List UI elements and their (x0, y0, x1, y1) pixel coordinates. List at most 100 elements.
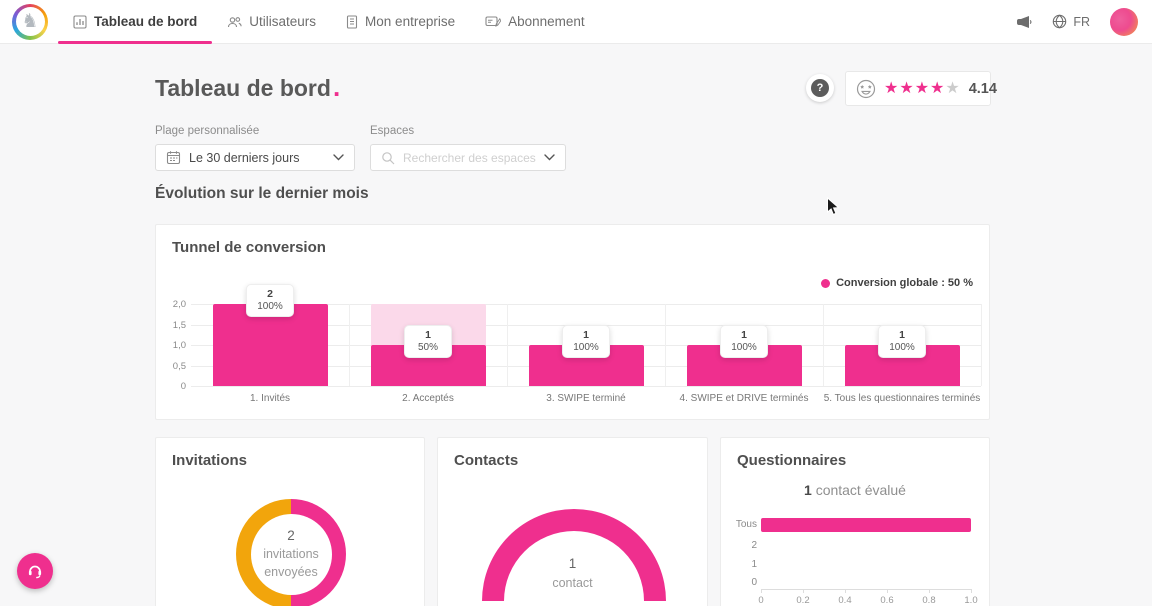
star-icon: ★ (899, 79, 915, 97)
tab-label: Tableau de bord (94, 14, 198, 29)
x-axis-tick-label: 0 (758, 595, 764, 606)
active-tab-underline (58, 40, 213, 44)
tooltip-value: 1 (899, 329, 905, 341)
chevron-down-icon (544, 154, 555, 161)
funnel-card: Tunnel de conversion Conversion globale … (155, 224, 990, 420)
x-axis-tick-label: 0.8 (922, 595, 936, 606)
legend-label: Conversion globale : 50 % (836, 277, 973, 289)
axis-tick (845, 589, 846, 593)
star-icon: ★ (945, 79, 961, 97)
spaces-filter: Espaces (370, 125, 566, 171)
x-axis-tick-label: 0.4 (838, 595, 852, 606)
page-title: Tableau de bord. (155, 72, 341, 102)
funnel-bar-tooltip: 1 100% (562, 325, 610, 358)
questionnaires-card: Questionnaires 1 contact évalué Tous 2 1 0 0… (720, 437, 990, 606)
grid-line (823, 304, 824, 386)
gauge-center-value: 1 (568, 556, 577, 571)
donut-center: 2 invitations envoyées (250, 513, 332, 595)
x-axis-category-label: 3. SWIPE terminé (546, 393, 626, 404)
language-code: FR (1073, 14, 1090, 29)
contacts-gauge-chart[interactable] (438, 438, 709, 606)
grid-line (191, 304, 981, 305)
y-axis-tick-label: 0 (180, 381, 186, 392)
company-icon (346, 14, 358, 29)
funnel-bar-tooltip: 1 100% (720, 325, 768, 358)
funnel-bar-tooltip: 2 100% (246, 284, 294, 317)
tooltip-percent: 100% (731, 342, 757, 353)
users-icon (227, 15, 242, 29)
funnel-bar[interactable] (212, 304, 328, 386)
globe-icon (1052, 14, 1067, 29)
tab-dashboard[interactable]: Tableau de bord (58, 0, 213, 44)
funnel-bar-tooltip: 1 50% (404, 325, 452, 358)
title-accent-dot: . (332, 72, 341, 102)
tab-users[interactable]: Utilisateurs (212, 0, 331, 44)
y-axis-tick-label: 2 (751, 540, 757, 551)
search-icon (381, 151, 395, 165)
rating-stars: ★ ★ ★ ★ ★ (884, 79, 961, 97)
app-logo[interactable]: ♞ (12, 3, 48, 40)
section-title: Évolution sur le dernier mois (155, 185, 369, 202)
user-avatar[interactable] (1110, 7, 1138, 36)
tooltip-value: 2 (267, 288, 273, 300)
questionnaire-bar[interactable] (761, 518, 971, 532)
spaces-select[interactable] (370, 144, 566, 171)
invitations-donut-chart[interactable]: 2 invitations envoyées (236, 499, 346, 606)
date-range-label: Plage personnalisée (155, 125, 260, 137)
funnel-legend: Conversion globale : 50 % (821, 277, 973, 289)
headset-icon (26, 562, 44, 580)
help-button[interactable]: ? (806, 74, 834, 102)
tooltip-percent: 50% (417, 342, 438, 353)
grid-line (507, 304, 508, 386)
x-axis-category-label: 2. Acceptés (402, 393, 454, 404)
x-axis-line (761, 589, 971, 590)
star-icon: ★ (914, 79, 931, 97)
tooltip-value: 1 (583, 329, 589, 341)
tooltip-percent: 100% (257, 301, 283, 312)
rating-badge[interactable]: ★ ★ ★ ★ ★ 4.14 (845, 71, 997, 106)
questionnaires-plot: Tous 2 1 0 0 0.2 0.4 0.6 0.8 1.0 (721, 438, 989, 606)
x-axis-category-label: 5. Tous les questionnaires terminés (823, 393, 981, 404)
tooltip-value: 1 (741, 329, 747, 341)
grid-line (349, 304, 350, 386)
contacts-card: Contacts 1 contact (437, 437, 708, 606)
navbar-right-actions: FR (1016, 7, 1138, 36)
tab-subscription[interactable]: Abonnement (470, 0, 600, 44)
axis-tick (887, 589, 888, 593)
spaces-search-input[interactable] (403, 150, 536, 165)
language-selector[interactable]: FR (1052, 14, 1090, 29)
tooltip-percent: 100% (889, 342, 915, 353)
tooltip-percent: 100% (573, 342, 599, 353)
nav-tabs: Tableau de bord Utilisateurs Mon entrepris… (58, 0, 600, 44)
y-axis-tick-label: 0,5 (172, 360, 186, 372)
axis-tick (761, 589, 762, 593)
y-axis-tick-label: Tous (735, 519, 757, 530)
axis-tick (803, 589, 804, 593)
announcements-megaphone-icon[interactable] (1016, 15, 1032, 29)
donut-center-value: 2 (287, 527, 295, 543)
spaces-label: Espaces (370, 125, 415, 137)
date-range-value: Le 30 derniers jours (189, 150, 300, 165)
contacts-card-title: Contacts (454, 452, 519, 469)
invitations-card-title: Invitations (172, 452, 248, 469)
y-axis-tick-label: 1,0 (172, 340, 186, 351)
x-axis-tick-label: 0.2 (796, 595, 810, 606)
tooltip-value: 1 (425, 329, 431, 341)
questionnaires-card-title: Questionnaires (737, 452, 847, 469)
chevron-down-icon (333, 154, 344, 161)
grid-line (191, 386, 981, 387)
date-range-select[interactable]: Le 30 derniers jours (155, 144, 355, 171)
donut-center-label: invitations (263, 546, 319, 561)
invitations-card: Invitations 2 invitations envoyées (155, 437, 425, 606)
tab-company[interactable]: Mon entreprise (331, 0, 470, 44)
funnel-card-title: Tunnel de conversion (172, 239, 326, 256)
date-range-filter: Plage personnalisée Le 30 derniers jours (155, 125, 355, 171)
questionnaires-subtitle: 1 contact évalué (721, 482, 989, 498)
x-axis-tick-label: 1.0 (964, 595, 978, 606)
y-axis-tick-label: 0 (751, 577, 757, 588)
funnel-plot: 2,0 1,5 1,0 0,5 0 2 100% 1. Invités 1 50% 2. Accep… (156, 225, 989, 419)
x-axis-tick-label: 0.6 (880, 595, 894, 606)
support-fab-button[interactable] (17, 553, 53, 589)
tab-label: Mon entreprise (365, 14, 456, 29)
gauge-center-label: contact (552, 576, 593, 590)
